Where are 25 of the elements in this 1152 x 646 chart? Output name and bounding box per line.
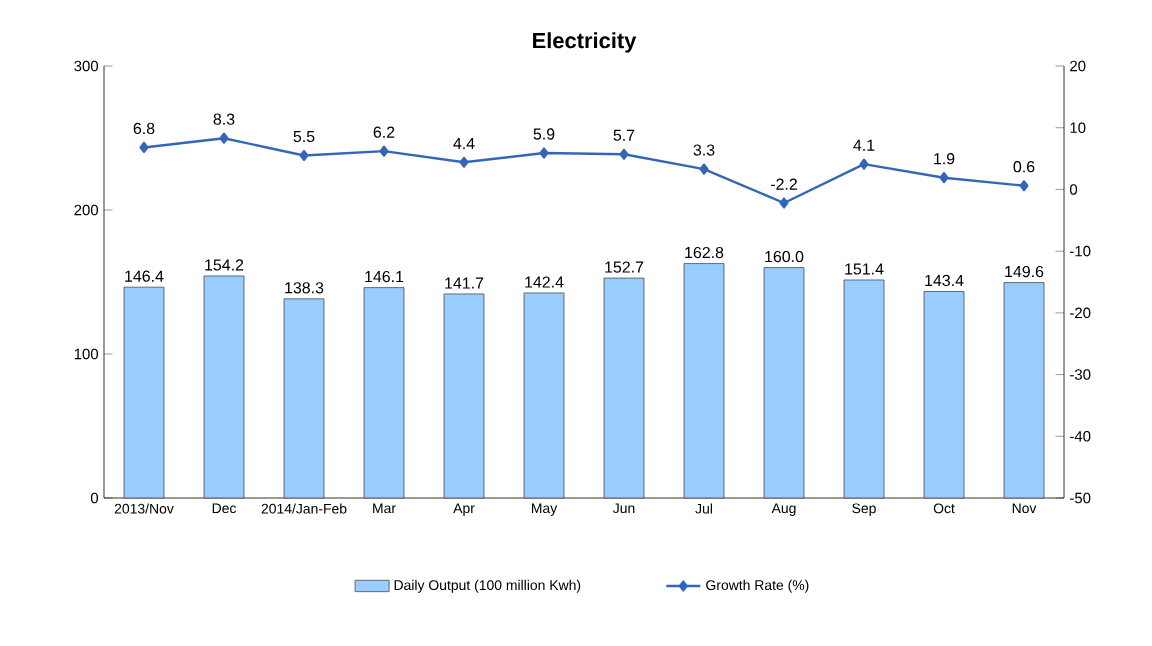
bar bbox=[283, 298, 325, 499]
bar bbox=[923, 291, 965, 499]
bar bbox=[443, 293, 485, 499]
bar bbox=[763, 267, 805, 499]
point bbox=[619, 148, 629, 160]
bar bbox=[1003, 282, 1045, 499]
point bbox=[139, 141, 149, 154]
point bbox=[859, 158, 869, 170]
chart-title: Electricity bbox=[533, 32, 637, 53]
point bbox=[779, 197, 789, 209]
bar bbox=[123, 286, 165, 499]
point bbox=[699, 163, 709, 175]
point bbox=[219, 132, 229, 144]
bar bbox=[603, 277, 645, 499]
bar bbox=[203, 275, 245, 499]
bar bbox=[363, 287, 405, 499]
point bbox=[459, 156, 469, 168]
bar bbox=[523, 292, 565, 499]
point bbox=[379, 145, 389, 157]
point bbox=[299, 149, 309, 162]
bar bbox=[843, 279, 885, 499]
bar bbox=[683, 263, 725, 499]
point bbox=[1019, 180, 1029, 192]
point bbox=[939, 172, 949, 184]
point bbox=[539, 147, 549, 159]
